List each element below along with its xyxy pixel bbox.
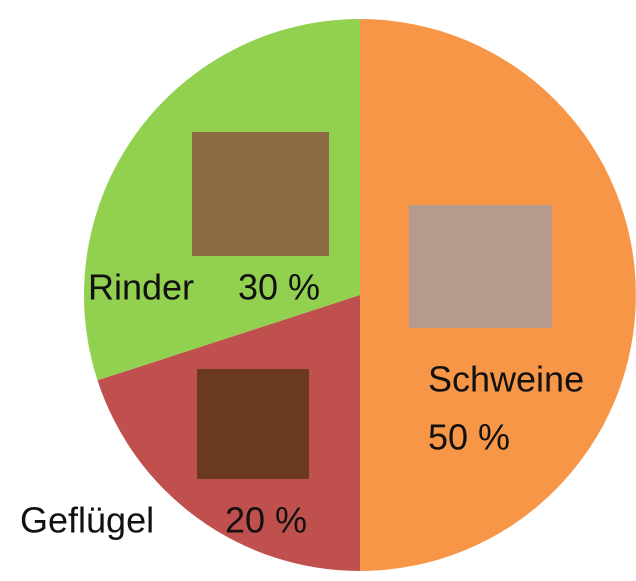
photo-cattle <box>192 132 329 256</box>
photos <box>192 132 552 479</box>
category-label: Rinder <box>88 267 194 308</box>
photo-pigs <box>409 205 552 328</box>
category-label: Schweine <box>428 359 584 400</box>
labels: Schweine 50 % Rinder 30 % Geflügel 20 % <box>20 267 584 541</box>
value-label: 20 % <box>225 500 307 541</box>
value-label: 50 % <box>428 417 510 458</box>
category-label: Geflügel <box>20 500 154 541</box>
value-label: 30 % <box>238 267 320 308</box>
photo-chicken <box>197 369 309 479</box>
